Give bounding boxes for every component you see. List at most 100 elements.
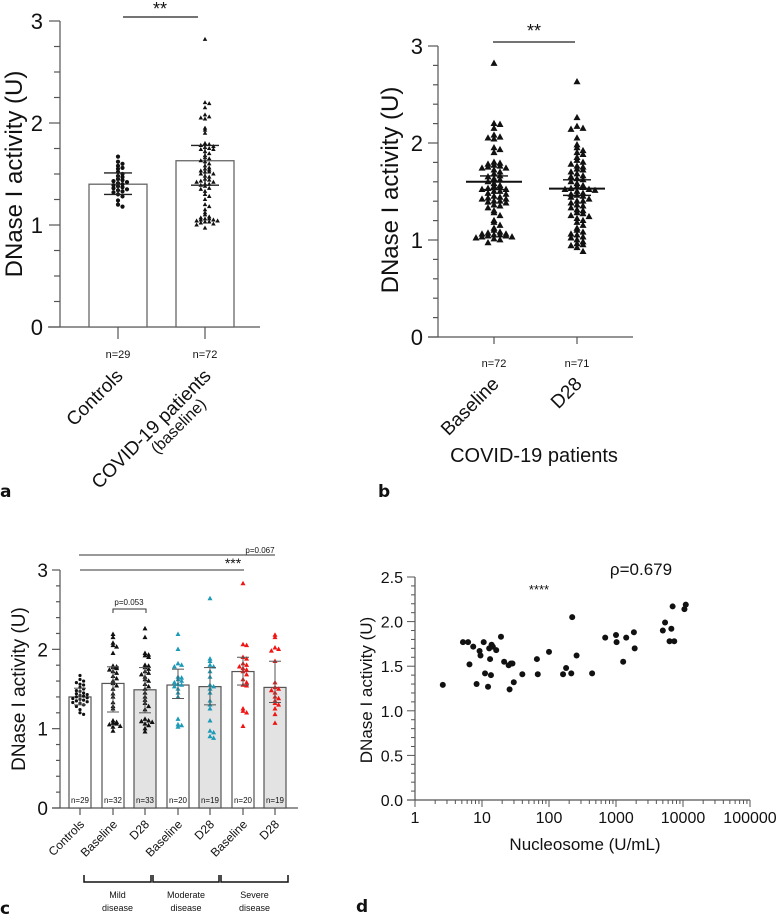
data-point [207, 706, 213, 711]
data-point [198, 168, 204, 173]
bar [175, 160, 235, 328]
data-point [202, 225, 208, 230]
data-point [573, 156, 581, 163]
data-point [569, 614, 576, 621]
y-tick-label: 2.0 [381, 615, 403, 632]
data-point [206, 219, 212, 224]
data-point [202, 125, 208, 130]
data-point [573, 201, 581, 208]
data-point [478, 185, 486, 192]
data-point [120, 165, 125, 170]
data-point [484, 194, 492, 201]
data-point [106, 667, 112, 672]
data-point [202, 191, 208, 196]
data-point [602, 634, 609, 641]
data-point [206, 169, 212, 174]
data-point [560, 671, 567, 678]
data-point [78, 673, 82, 678]
data-point [490, 59, 498, 66]
data-point [276, 646, 282, 652]
data-point [509, 660, 516, 667]
data-point [496, 133, 504, 140]
panel-a: 0 1 2 3 DNase I activity (U) n=29 n=72 Controls… [0, 0, 260, 502]
annotation-bracket [112, 608, 147, 613]
data-point [120, 189, 125, 194]
data-point [671, 638, 678, 645]
bar [88, 183, 148, 328]
data-point [198, 158, 204, 163]
data-point [85, 696, 89, 700]
data-point [149, 719, 155, 725]
data-point [78, 708, 82, 712]
data-point [78, 682, 82, 686]
data-point [591, 186, 599, 193]
data-point [496, 175, 504, 183]
data-point [490, 148, 498, 156]
data-point [585, 212, 593, 220]
rho-annotation: ρ=0.679 [610, 560, 672, 579]
bar [166, 684, 190, 809]
data-point [194, 218, 199, 223]
category-label: Baseline [143, 817, 186, 860]
data-point [206, 216, 212, 221]
data-point [202, 219, 208, 224]
data-point [573, 243, 581, 251]
y-tick-label: 0 [411, 325, 423, 350]
data-point [71, 696, 75, 701]
data-point [623, 634, 630, 641]
data-point [211, 735, 217, 740]
data-point [206, 161, 212, 166]
data-point [496, 162, 504, 169]
data-point [198, 147, 204, 152]
data-point [114, 721, 120, 726]
data-point [573, 134, 581, 141]
data-point [579, 240, 587, 248]
data-point [146, 652, 152, 657]
data-point [480, 639, 487, 646]
data-point [194, 179, 199, 184]
data-point [211, 147, 216, 152]
data-point [272, 706, 278, 711]
data-point [567, 173, 575, 180]
data-point [198, 186, 204, 191]
category-label: D28 [192, 817, 218, 843]
data-point [493, 647, 500, 654]
data-point [110, 717, 116, 723]
data-point [175, 724, 181, 729]
data-point [567, 241, 575, 249]
data-point [502, 164, 510, 171]
data-point [82, 683, 86, 687]
data-point [198, 217, 204, 222]
data-point [630, 629, 637, 636]
data-point [146, 717, 152, 723]
data-point [473, 681, 480, 688]
data-point [244, 710, 250, 715]
data-point [478, 195, 486, 202]
data-point [487, 672, 494, 679]
data-point [496, 231, 504, 238]
data-point [207, 717, 213, 723]
y-tick-label: 2 [411, 131, 423, 156]
data-point [567, 234, 575, 241]
data-point [573, 77, 581, 85]
data-point [496, 168, 504, 175]
data-point [272, 720, 278, 725]
y-tick-label: 0.5 [381, 748, 403, 765]
data-point [485, 683, 492, 690]
data-point [568, 670, 575, 677]
data-point [546, 648, 552, 655]
panel-letter: a [0, 482, 11, 502]
data-point [484, 134, 492, 141]
data-point [496, 202, 504, 209]
y-tick-label: 3 [411, 34, 423, 59]
data-point [490, 231, 498, 238]
data-point [198, 171, 204, 176]
data-point [206, 165, 212, 170]
data-point [276, 695, 282, 701]
data-point [496, 187, 504, 194]
data-point [272, 711, 278, 717]
x-tick-label: 100000 [723, 810, 776, 827]
data-point [120, 182, 125, 187]
data-point [579, 247, 587, 255]
data-point [490, 187, 498, 194]
